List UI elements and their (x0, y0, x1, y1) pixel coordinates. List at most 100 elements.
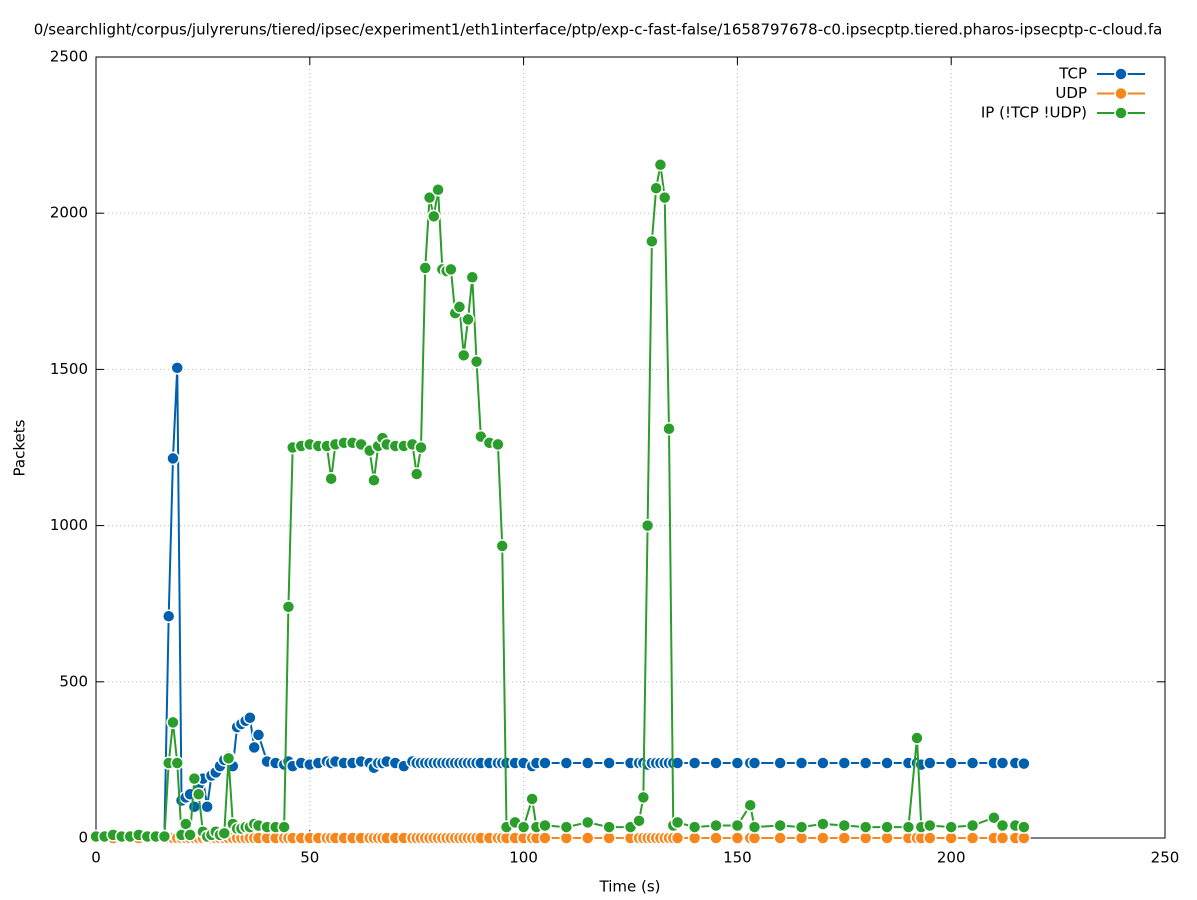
data-point (580, 756, 595, 770)
data-point (923, 756, 937, 770)
data-point (995, 756, 1010, 770)
data-point (995, 818, 1010, 833)
data-point (837, 756, 852, 770)
data-point (1017, 756, 1031, 771)
y-tick-label: 500 (59, 672, 88, 690)
data-point (794, 820, 809, 834)
data-point (901, 820, 916, 834)
data-point (217, 826, 232, 841)
data-point (580, 831, 595, 845)
data-point (418, 261, 433, 275)
data-point (538, 831, 552, 845)
data-point (944, 756, 958, 770)
data-point (923, 831, 937, 845)
x-tick-label: 200 (937, 849, 966, 867)
data-point (670, 815, 685, 830)
plot-frame (95, 56, 1166, 839)
x-tick-label: 100 (509, 849, 538, 867)
data-point (662, 422, 676, 436)
data-point (730, 818, 745, 833)
data-point (640, 518, 655, 533)
legend-marker (1114, 86, 1128, 101)
data-point (277, 820, 291, 834)
data-point (687, 820, 702, 834)
data-point (747, 820, 762, 834)
data-point (636, 790, 651, 805)
data-point (251, 728, 266, 742)
data-point (816, 756, 830, 770)
data-point (837, 818, 852, 833)
data-point (580, 815, 595, 830)
y-axis-label: Packets (11, 419, 29, 476)
data-point (221, 751, 236, 766)
data-point (602, 756, 616, 770)
chart-title: 0/searchlight/corpus/julyreruns/tiered/i… (34, 21, 1163, 39)
data-point (187, 771, 202, 786)
data-point (324, 471, 338, 486)
x-tick-label: 150 (723, 849, 752, 867)
data-point (161, 609, 176, 623)
data-point (709, 831, 723, 845)
x-tick-label: 0 (91, 849, 101, 867)
data-point (794, 756, 809, 770)
y-tick-label: 2500 (50, 48, 88, 66)
data-point (170, 361, 184, 375)
data-point (409, 467, 424, 481)
data-point (773, 756, 787, 770)
y-tick-label: 0 (78, 829, 88, 847)
data-point (525, 792, 539, 806)
data-point (816, 817, 830, 831)
data-point (730, 756, 745, 770)
data-point (200, 800, 214, 814)
data-point (427, 209, 441, 224)
data-point (657, 190, 672, 205)
data-point (910, 731, 924, 745)
data-point (281, 600, 296, 614)
data-point (166, 715, 180, 730)
data-point (495, 539, 509, 553)
data-point (709, 756, 723, 770)
data-point (632, 814, 646, 828)
data-point (452, 300, 467, 314)
data-point (987, 810, 1001, 825)
data-point (773, 818, 787, 833)
data-point (923, 818, 937, 833)
data-point (730, 831, 745, 845)
data-point (187, 800, 202, 814)
data-point (645, 234, 659, 249)
data-point (516, 820, 531, 834)
data-point (183, 828, 197, 842)
data-point (465, 270, 480, 284)
y-tick-label: 2000 (50, 204, 88, 222)
data-point (243, 710, 257, 725)
data-point (944, 820, 958, 834)
data-point (687, 756, 702, 770)
data-point (456, 348, 471, 363)
data-point (858, 756, 873, 770)
data-point (709, 818, 723, 833)
data-point (773, 831, 787, 845)
data-point (670, 831, 685, 845)
data-point (965, 818, 980, 833)
data-point (559, 756, 574, 770)
y-tick-label: 1500 (50, 360, 88, 378)
data-point (747, 756, 762, 770)
data-point (602, 820, 616, 834)
y-tick-label: 1000 (50, 516, 88, 534)
data-point (414, 440, 428, 455)
data-point (491, 437, 505, 452)
data-point (461, 312, 475, 327)
data-point (880, 820, 894, 834)
data-point (538, 756, 552, 770)
data-point (191, 787, 206, 802)
x-tick-label: 250 (1151, 849, 1180, 867)
legend-label: UDP (1055, 84, 1087, 102)
data-point (858, 820, 873, 834)
data-point (444, 262, 458, 277)
legend-label: IP (!TCP !UDP) (981, 104, 1087, 122)
data-point (538, 818, 552, 833)
data-point (431, 183, 445, 197)
data-point (649, 181, 663, 195)
data-point (653, 158, 668, 172)
data-point (367, 473, 381, 488)
